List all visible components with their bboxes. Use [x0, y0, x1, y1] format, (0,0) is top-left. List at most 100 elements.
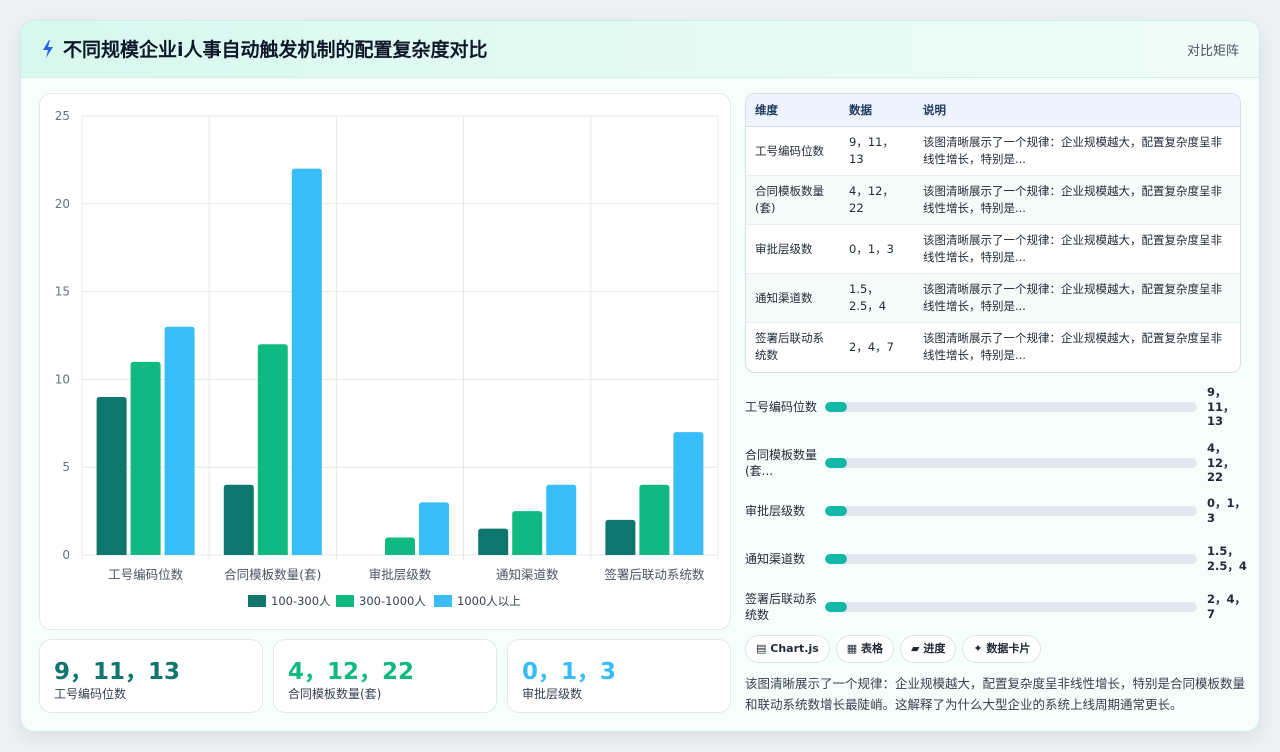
kpi-value: 0，1，3 [522, 659, 617, 685]
table-header: 维度 [746, 94, 840, 127]
bar [257, 344, 288, 555]
progress-icon: ▰ [911, 642, 920, 655]
progress-label: 审批层级数 [745, 503, 806, 518]
table-header: 数据 [840, 94, 914, 127]
legend-swatch [434, 595, 452, 607]
table-cell-val: 4，12，22 [840, 175, 914, 225]
kpi-value: 9，11，13 [54, 659, 181, 685]
kpi-label: 审批层级数 [522, 687, 583, 701]
progress-value: 9，11，13 [1207, 384, 1235, 429]
bar [673, 432, 704, 555]
chip-label: 进度 [923, 642, 946, 655]
table-row: 合同模板数量(套) 4，12，22 该图清晰展示了一个规律：企业规模越大，配置复… [746, 175, 1240, 225]
kpi-label: 工号编码位数 [54, 687, 127, 701]
data-table: 维度 数据 说明 工号编码位数 9，11，13 该图清晰展示了一个规律：企业规模… [745, 93, 1241, 373]
bar [130, 361, 161, 555]
lightning-icon [43, 40, 53, 58]
table-row: 通知渠道数 1.5，2.5，4 该图清晰展示了一个规律：企业规模越大，配置复杂度… [746, 273, 1240, 323]
view-chips: ▤ Chart.js ▦ 表格 ▰ 进度 ✦ 数据卡片 [745, 635, 1047, 663]
x-tick-label: 通知渠道数 [496, 567, 559, 582]
progress-label: 签署后联动系统数 [745, 591, 818, 622]
bar [385, 537, 415, 555]
progress-fill [825, 402, 848, 412]
legend-swatch [336, 595, 354, 607]
x-tick-label: 审批层级数 [369, 567, 432, 582]
bar [512, 511, 543, 555]
y-tick-label: 15 [55, 285, 70, 299]
table-row: 签署后联动系统数 2，4，7 该图清晰展示了一个规律：企业规模越大，配置复杂度呈… [746, 323, 1240, 372]
table-row: 工号编码位数 9，11，13 该图清晰展示了一个规律：企业规模越大，配置复杂度呈… [746, 126, 1240, 176]
y-tick-label: 5 [62, 460, 70, 474]
progress-row: 合同模板数量(套... 4，12，22 [745, 440, 1245, 485]
legend-label: 300-1000人 [359, 594, 426, 608]
chip-label: 数据卡片 [986, 642, 1031, 655]
progress-track [825, 458, 1197, 468]
kpi-value: 4，12，22 [288, 659, 415, 685]
progress-row: 工号编码位数 9，11，13 [745, 384, 1245, 429]
bar [291, 168, 322, 555]
progress-value: 4，12，22 [1207, 440, 1235, 485]
bar [419, 502, 449, 555]
legend-swatch [248, 595, 266, 607]
y-tick-label: 25 [55, 109, 70, 123]
table-cell-desc: 该图清晰展示了一个规律：企业规模越大，配置复杂度呈非线性增长，特别是... [914, 175, 1240, 225]
progress-track [825, 506, 1197, 516]
bar [164, 326, 195, 555]
legend-label: 1000人以上 [457, 594, 521, 608]
progress-track [825, 402, 1197, 412]
x-tick-label: 签署后联动系统数 [604, 567, 705, 582]
bar-chart: 0 5 10 15 20 25 工号编码位数 合同模板数量(套) 审批层级数 通知渠道数 签署后联动… [55, 109, 719, 608]
progress-label: 工号编码位数 [745, 399, 818, 414]
table-header: 说明 [914, 94, 1240, 127]
header: 不同规模企业i人事自动触发机制的配置复杂度对比 对比矩阵 [21, 21, 1259, 78]
progress-fill [825, 458, 848, 468]
summary-text: 该图清晰展示了一个规律：企业规模越大，配置复杂度呈非线性增长，特别是合同模板数量… [745, 676, 1246, 712]
kpi-label: 合同模板数量(套) [288, 687, 382, 701]
progress-row: 签署后联动系统数 2，4，7 [745, 587, 1247, 627]
x-tick-label: 合同模板数量(套) [224, 567, 321, 582]
table-icon: ▦ [846, 642, 858, 655]
bar [605, 519, 636, 555]
table-cell-desc: 该图清晰展示了一个规律：企业规模越大，配置复杂度呈非线性增长，特别是... [914, 126, 1240, 176]
progress-value: 2，4，7 [1207, 592, 1247, 621]
progress-track [825, 554, 1197, 564]
progress-fill [825, 602, 848, 612]
view-mode-label[interactable]: 对比矩阵 [1186, 44, 1239, 59]
chart-icon: ▤ [756, 642, 767, 655]
table-cell-val: 0，1，3 [840, 224, 914, 274]
progress-label: 合同模板数量(套... [745, 447, 818, 478]
progress-fill [825, 506, 848, 516]
table-cell-dim: 审批层级数 [746, 224, 840, 274]
progress-value: 1.5，2.5，4 [1207, 544, 1247, 573]
bar [223, 484, 254, 555]
dashboard-card: 不同规模企业i人事自动触发机制的配置复杂度对比 对比矩阵 0 5 10 15 20 25 工… [20, 20, 1260, 732]
table-cell-dim: 工号编码位数 [746, 126, 840, 176]
chip-progress[interactable]: ▰ 进度 [900, 635, 957, 663]
kpi-card: 9，11，13 工号编码位数 [39, 639, 263, 713]
table-cell-dim: 签署后联动系统数 [755, 331, 824, 362]
kpi-card: 4，12，22 合同模板数量(套) [273, 639, 497, 713]
bar [478, 528, 509, 555]
table-cell-val: 9，11，13 [840, 126, 914, 176]
progress-track [825, 602, 1197, 612]
table-cell-desc: 该图清晰展示了一个规律：企业规模越大，配置复杂度呈非线性增长，特别是... [914, 224, 1240, 274]
y-tick-label: 10 [55, 372, 70, 386]
bar [639, 484, 670, 555]
chip-table[interactable]: ▦ 表格 [835, 635, 895, 663]
bar [546, 484, 577, 555]
table-cell-val: 2，4，7 [849, 339, 894, 354]
bar [96, 396, 127, 555]
table-cell-dim: 合同模板数量(套) [746, 175, 840, 225]
y-tick-label: 20 [55, 197, 70, 211]
table-cell-desc: 该图清晰展示了一个规律：企业规模越大，配置复杂度呈非线性增长，特别是... [923, 331, 1222, 362]
table-cell-dim: 通知渠道数 [746, 273, 840, 323]
chip-data-cards[interactable]: ✦ 数据卡片 [962, 635, 1042, 663]
chip-label: 表格 [861, 642, 884, 655]
sparkle-icon: ✦ [973, 642, 983, 655]
progress-label: 通知渠道数 [745, 551, 806, 566]
progress-row: 通知渠道数 1.5，2.5，4 [745, 539, 1247, 579]
table-cell-desc: 该图清晰展示了一个规律：企业规模越大，配置复杂度呈非线性增长，特别是... [914, 273, 1240, 323]
table-cell-val: 1.5，2.5，4 [840, 273, 914, 323]
chip-chartjs[interactable]: ▤ Chart.js [745, 635, 830, 663]
kpi-card: 0，1，3 审批层级数 [507, 639, 731, 713]
